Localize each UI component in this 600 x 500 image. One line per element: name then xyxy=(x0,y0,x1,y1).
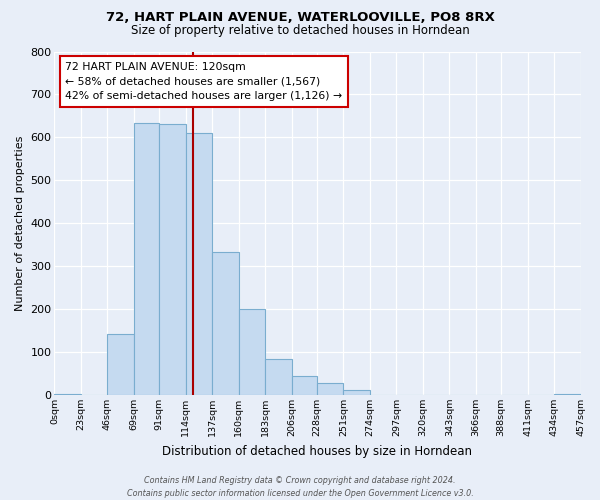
Bar xyxy=(159,124,185,395)
Bar xyxy=(185,133,212,395)
Text: 72 HART PLAIN AVENUE: 120sqm
← 58% of detached houses are smaller (1,567)
42% of: 72 HART PLAIN AVENUE: 120sqm ← 58% of de… xyxy=(65,62,342,102)
Bar xyxy=(212,252,239,395)
Bar xyxy=(55,394,81,395)
Y-axis label: Number of detached properties: Number of detached properties xyxy=(15,136,25,311)
Text: Contains HM Land Registry data © Crown copyright and database right 2024.
Contai: Contains HM Land Registry data © Crown c… xyxy=(127,476,473,498)
Bar xyxy=(292,376,317,395)
Text: 72, HART PLAIN AVENUE, WATERLOOVILLE, PO8 8RX: 72, HART PLAIN AVENUE, WATERLOOVILLE, PO… xyxy=(106,11,494,24)
Bar xyxy=(343,390,370,395)
Bar xyxy=(554,394,581,395)
Bar xyxy=(134,123,159,395)
Text: Size of property relative to detached houses in Horndean: Size of property relative to detached ho… xyxy=(131,24,469,37)
Bar xyxy=(239,309,265,395)
Bar xyxy=(265,360,292,395)
Bar xyxy=(317,384,343,395)
Bar xyxy=(107,334,134,395)
X-axis label: Distribution of detached houses by size in Horndean: Distribution of detached houses by size … xyxy=(163,444,472,458)
